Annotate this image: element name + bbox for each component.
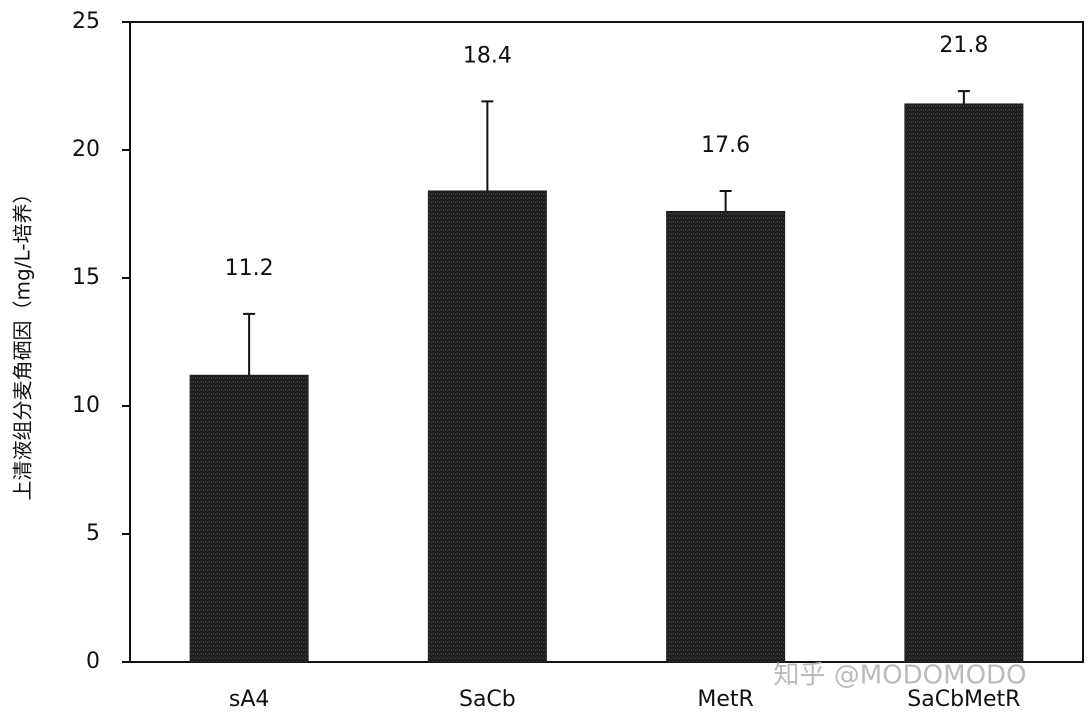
error-bar: [243, 312, 256, 376]
y-tick-label: 5: [86, 521, 100, 546]
x-tick-label: sA4: [229, 687, 270, 712]
y-tick-label: 15: [72, 265, 100, 290]
y-tick-label: 20: [72, 137, 100, 162]
error-bar: [481, 100, 494, 191]
plot-frame: [129, 21, 1084, 663]
y-axis-label: 上清液组分麦角硒因（mg/L-培养）: [11, 184, 35, 501]
bar: [666, 210, 786, 663]
bar: [189, 374, 309, 663]
value-label: 11.2: [225, 256, 274, 281]
x-tick-label: MetR: [697, 687, 753, 712]
y-tick-label: 0: [86, 649, 100, 674]
value-label: 18.4: [463, 43, 512, 68]
x-tick-label: SaCbMetR: [907, 687, 1020, 712]
watermark: 知乎 @MODOMODO: [773, 661, 1026, 691]
bar: [427, 190, 547, 663]
error-bar: [719, 189, 732, 212]
value-label: 21.8: [939, 33, 988, 58]
x-tick-label: SaCb: [459, 687, 516, 712]
y-tick-label: 25: [72, 9, 100, 34]
value-label: 17.6: [701, 133, 750, 158]
bar: [904, 103, 1024, 663]
error-bar: [957, 90, 970, 104]
y-tick-label: 10: [72, 393, 100, 418]
